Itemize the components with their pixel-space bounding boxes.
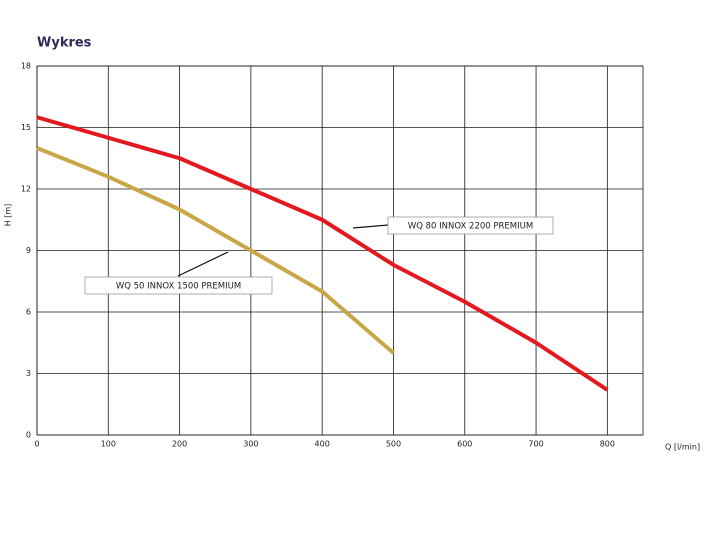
y-tick-label: 6 [26, 308, 31, 317]
y-tick-label: 3 [26, 369, 31, 378]
x-axis-label: Q [l/min] [665, 443, 700, 452]
x-tick-label: 0 [34, 440, 39, 449]
label-box [84, 276, 273, 295]
series-label: WQ 80 INNOX 2200 PREMIUM [408, 222, 533, 232]
y-tick-label: 18 [21, 62, 31, 71]
series-line [36, 115, 609, 392]
label-box [387, 216, 554, 235]
y-tick-label: 15 [21, 123, 31, 132]
series-label: WQ 50 INNOX 1500 PREMIUM [116, 282, 241, 292]
x-tick-label: 200 [172, 440, 187, 449]
y-tick-label: 12 [21, 185, 31, 194]
y-tick-label: 0 [26, 431, 31, 440]
series-line [36, 146, 395, 355]
x-tick-label: 700 [528, 440, 543, 449]
x-tick-label: 800 [600, 440, 615, 449]
x-tick-label: 300 [243, 440, 258, 449]
x-tick-label: 600 [457, 440, 472, 449]
label-leader [352, 224, 389, 229]
x-tick-label: 100 [101, 440, 116, 449]
label-leader [177, 251, 229, 277]
y-axis-label: H [m] [4, 204, 13, 227]
y-tick-label: 9 [26, 246, 31, 255]
x-tick-label: 400 [315, 440, 330, 449]
x-tick-label: 500 [386, 440, 401, 449]
chart-title: Wykres [37, 36, 92, 51]
